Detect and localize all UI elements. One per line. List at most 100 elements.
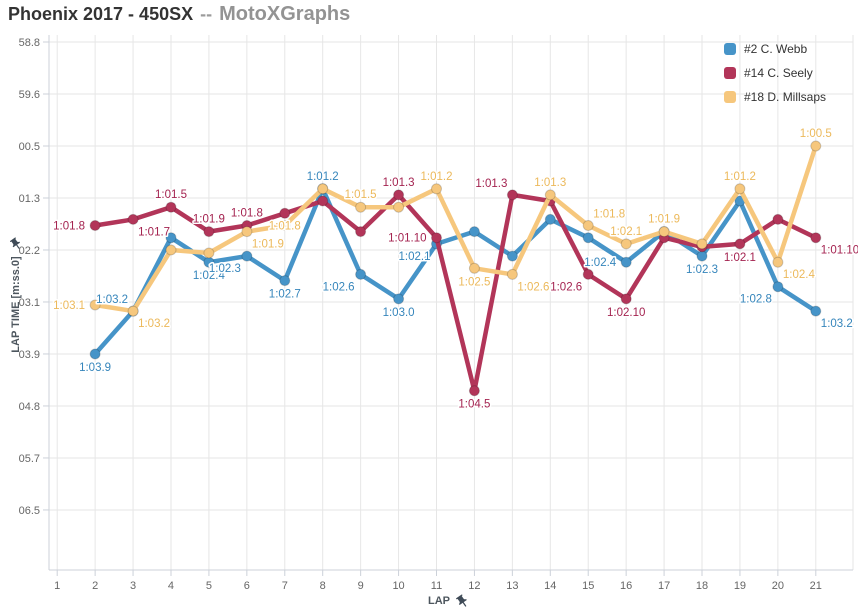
data-label: 1:02.4 (584, 257, 617, 269)
legend-item-webb[interactable]: #2 C. Webb (724, 37, 826, 61)
data-point[interactable] (810, 232, 822, 244)
svg-text:58.8: 58.8 (19, 37, 40, 49)
data-point[interactable] (317, 195, 329, 207)
data-point[interactable] (279, 207, 291, 219)
svg-text:03.9: 03.9 (19, 349, 40, 361)
data-point[interactable] (468, 262, 480, 274)
svg-text:02.2: 02.2 (19, 245, 40, 257)
data-point[interactable] (203, 226, 215, 238)
data-label: 1:02.10 (607, 307, 645, 319)
data-point[interactable] (772, 281, 784, 293)
data-point[interactable] (506, 250, 518, 262)
data-label: 1:01.8 (53, 221, 85, 233)
data-point[interactable] (203, 247, 215, 259)
data-point[interactable] (810, 140, 822, 152)
svg-text:05.7: 05.7 (19, 453, 40, 465)
data-label: 1:03.0 (383, 307, 415, 319)
data-point[interactable] (810, 305, 822, 317)
data-point[interactable] (165, 201, 177, 213)
data-label: 1:01.3 (475, 178, 507, 190)
pushpin-icon (456, 593, 467, 607)
data-label: 1:01.5 (345, 189, 377, 201)
data-point[interactable] (89, 220, 101, 231)
data-point[interactable] (431, 232, 442, 244)
data-label: 1:03.2 (96, 294, 128, 306)
svg-text:9: 9 (358, 580, 364, 592)
series-1 (89, 189, 822, 397)
legend: #2 C. Webb #14 C. Seely #18 D. Millsaps (724, 37, 826, 109)
svg-text:13: 13 (506, 580, 518, 592)
data-point[interactable] (582, 220, 594, 231)
data-label: 1:02.6 (517, 281, 549, 293)
data-point[interactable] (165, 244, 177, 256)
data-point[interactable] (620, 293, 632, 305)
data-point[interactable] (89, 348, 101, 360)
data-point[interactable] (772, 213, 784, 225)
data-point[interactable] (127, 213, 139, 225)
data-point[interactable] (544, 213, 556, 225)
data-point[interactable] (393, 293, 405, 305)
svg-text:8: 8 (320, 580, 326, 592)
data-point[interactable] (506, 268, 518, 280)
data-point[interactable] (393, 189, 405, 201)
data-label: 1:01.5 (155, 189, 187, 201)
data-point[interactable] (317, 183, 329, 195)
data-point[interactable] (393, 201, 405, 213)
data-label: 1:04.5 (458, 399, 490, 411)
data-label: 1:01.7 (138, 226, 170, 238)
legend-item-millsaps[interactable]: #18 D. Millsaps (724, 85, 826, 109)
svg-text:17: 17 (658, 580, 670, 592)
data-point[interactable] (582, 232, 594, 244)
data-point[interactable] (468, 226, 480, 238)
data-point[interactable] (696, 238, 708, 250)
legend-item-seely[interactable]: #14 C. Seely (724, 61, 826, 85)
legend-label-seely: #14 C. Seely (744, 66, 813, 80)
data-point[interactable] (165, 232, 177, 244)
data-point[interactable] (127, 305, 139, 317)
data-label: 1:01.9 (648, 214, 680, 226)
data-point[interactable] (279, 220, 291, 231)
svg-text:10: 10 (392, 580, 404, 592)
data-label: 1:02.7 (269, 289, 301, 301)
data-point[interactable] (696, 250, 708, 262)
data-label: 1:02.4 (783, 269, 816, 281)
data-point[interactable] (241, 250, 253, 262)
data-label: 1:03.2 (138, 318, 170, 330)
data-point[interactable] (279, 275, 291, 287)
data-point[interactable] (468, 385, 480, 397)
data-point[interactable] (241, 226, 253, 238)
svg-text:19: 19 (734, 580, 746, 592)
legend-swatch-webb (724, 43, 736, 55)
svg-text:3: 3 (130, 580, 136, 592)
data-label: 1:03.2 (821, 318, 853, 330)
data-label: 1:00.5 (800, 128, 832, 140)
data-label: 1:01.2 (307, 171, 339, 183)
svg-text:4: 4 (168, 580, 174, 592)
data-label: 1:01.9 (193, 214, 225, 226)
data-point[interactable] (544, 189, 556, 201)
data-point[interactable] (620, 256, 632, 268)
svg-text:21: 21 (810, 580, 822, 592)
x-axis-title: LAP (389, 591, 509, 611)
data-point[interactable] (734, 238, 746, 250)
data-point[interactable] (772, 256, 784, 268)
data-point[interactable] (431, 183, 442, 195)
data-point[interactable] (582, 268, 594, 280)
data-label: 1:01.3 (383, 177, 415, 189)
data-point[interactable] (355, 201, 367, 213)
chart-title-brand: MotoXGraphs (219, 3, 351, 25)
data-point[interactable] (89, 299, 101, 311)
data-point[interactable] (734, 183, 746, 195)
svg-text:00.5: 00.5 (19, 141, 40, 153)
data-point[interactable] (658, 226, 670, 238)
data-point[interactable] (620, 238, 632, 250)
svg-text:04.8: 04.8 (19, 401, 40, 413)
data-point[interactable] (355, 226, 367, 238)
x-axis-title-label: LAP (428, 595, 450, 607)
svg-text:2: 2 (92, 580, 98, 592)
data-label: 1:02.1 (610, 226, 642, 238)
data-point[interactable] (506, 189, 518, 201)
data-label: 1:01.9 (252, 239, 284, 251)
data-point[interactable] (355, 268, 367, 280)
